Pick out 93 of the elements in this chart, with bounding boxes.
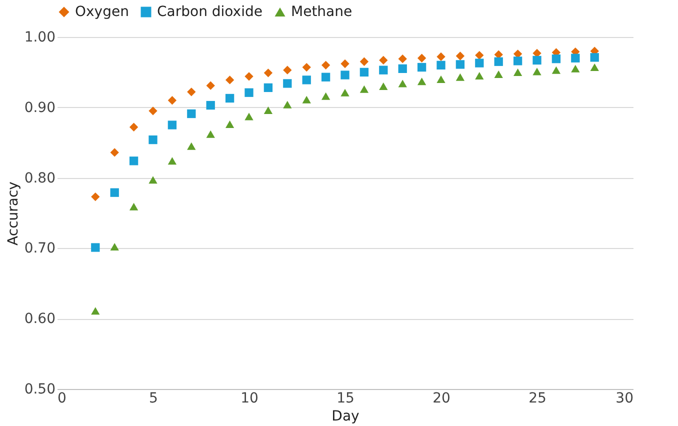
point	[417, 78, 426, 86]
point	[129, 202, 138, 210]
point	[244, 112, 254, 120]
point	[321, 92, 330, 100]
x-tick-label: 0	[58, 390, 66, 406]
point	[206, 100, 215, 110]
y-tick-label: 1.00	[24, 30, 56, 46]
point	[552, 54, 561, 64]
point	[590, 64, 599, 72]
point	[148, 135, 158, 144]
point	[187, 88, 196, 96]
point	[91, 307, 100, 315]
point	[302, 62, 311, 72]
point	[168, 120, 177, 130]
y-tick-label: 0.80	[24, 170, 56, 186]
point	[110, 243, 119, 251]
point	[187, 142, 196, 150]
point	[283, 66, 292, 74]
point	[494, 57, 503, 66]
point	[187, 109, 196, 118]
point	[532, 68, 542, 76]
y-tick-label: 0.50	[24, 382, 56, 398]
point	[225, 76, 234, 84]
point	[283, 79, 292, 88]
point	[206, 130, 215, 138]
point	[417, 62, 426, 72]
point	[417, 54, 426, 62]
y-tick-label: 0.70	[24, 240, 56, 257]
legend-label: Methane	[291, 4, 352, 20]
point	[494, 70, 503, 78]
point	[436, 52, 446, 62]
point	[244, 72, 254, 81]
point	[436, 60, 446, 70]
point	[552, 66, 561, 74]
point	[456, 73, 465, 81]
point	[148, 106, 158, 116]
y-tick-label: 0.90	[24, 100, 56, 116]
point	[360, 57, 369, 66]
point	[340, 59, 350, 68]
point	[571, 54, 580, 62]
y-tick-label: 0.60	[24, 311, 56, 328]
point	[379, 82, 388, 90]
point	[91, 192, 100, 202]
point	[456, 60, 465, 69]
point	[590, 53, 599, 62]
point	[302, 76, 311, 84]
y-axis-title: Accuracy	[5, 182, 22, 246]
point	[513, 56, 522, 66]
x-tick-label: 5	[149, 390, 158, 406]
point	[456, 52, 465, 60]
x-tick-label: 15	[336, 390, 354, 406]
point	[475, 50, 484, 60]
x-tick-label: 10	[240, 390, 258, 406]
point	[340, 70, 350, 80]
point	[360, 68, 369, 77]
point	[264, 68, 273, 78]
point	[168, 96, 177, 105]
x-tick-label: 30	[616, 390, 634, 406]
point	[340, 88, 350, 96]
point	[264, 83, 273, 92]
point	[283, 100, 292, 108]
x-tick-label: 20	[432, 390, 450, 406]
point	[379, 66, 388, 74]
point	[110, 188, 119, 197]
point	[571, 64, 580, 72]
point	[244, 88, 254, 97]
point	[398, 64, 407, 74]
point	[206, 81, 215, 90]
point	[436, 75, 446, 83]
legend-label: Oxygen	[75, 4, 129, 20]
point	[475, 72, 484, 80]
point	[513, 68, 522, 76]
point	[225, 94, 234, 103]
point	[91, 243, 100, 252]
point	[302, 96, 311, 104]
point	[360, 85, 369, 93]
point	[398, 54, 407, 64]
point	[379, 56, 388, 65]
point	[321, 60, 330, 70]
point	[168, 157, 177, 165]
point	[321, 72, 330, 82]
point	[110, 148, 119, 157]
legend-label: Carbon dioxide	[157, 4, 262, 20]
point	[225, 120, 234, 128]
point	[475, 58, 484, 68]
point	[129, 122, 138, 132]
x-axis-title: Day	[332, 408, 360, 424]
point	[398, 80, 407, 88]
x-tick-label: 25	[528, 390, 546, 406]
point	[532, 56, 542, 65]
point	[129, 156, 138, 166]
point	[148, 176, 158, 184]
point	[264, 106, 273, 114]
